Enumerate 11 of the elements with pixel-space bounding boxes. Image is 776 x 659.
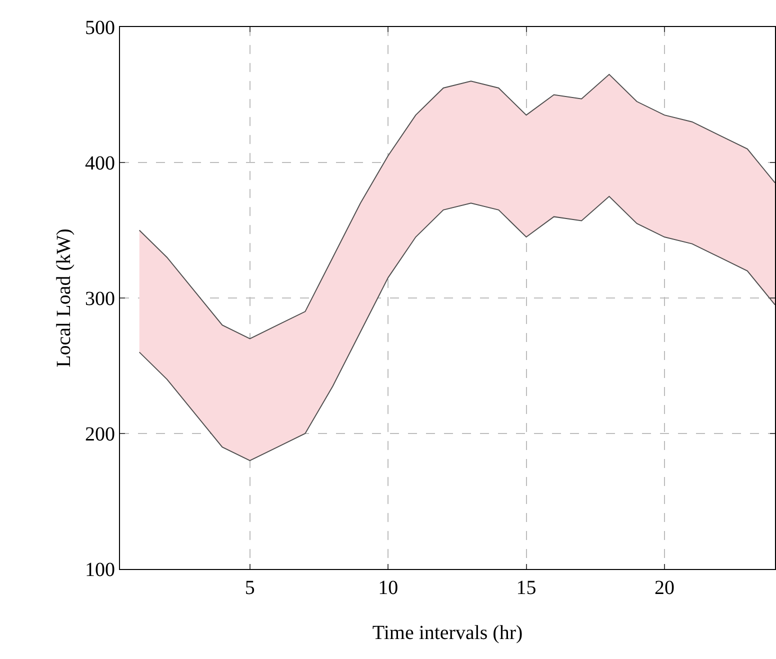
y-tick-label: 500 [85, 17, 115, 39]
x-axis-title: Time intervals (hr) [372, 622, 523, 644]
x-tick-label: 10 [378, 577, 398, 599]
x-tick-label: 15 [516, 577, 536, 599]
y-tick-label: 400 [85, 152, 115, 174]
x-tick-label: 5 [244, 577, 255, 599]
x-tick-label: 20 [654, 577, 674, 599]
y-tick-label: 100 [85, 559, 115, 581]
y-tick-label: 300 [85, 288, 115, 310]
y-axis-title: Local Load (kW) [53, 228, 75, 368]
y-tick-label: 200 [85, 424, 115, 446]
